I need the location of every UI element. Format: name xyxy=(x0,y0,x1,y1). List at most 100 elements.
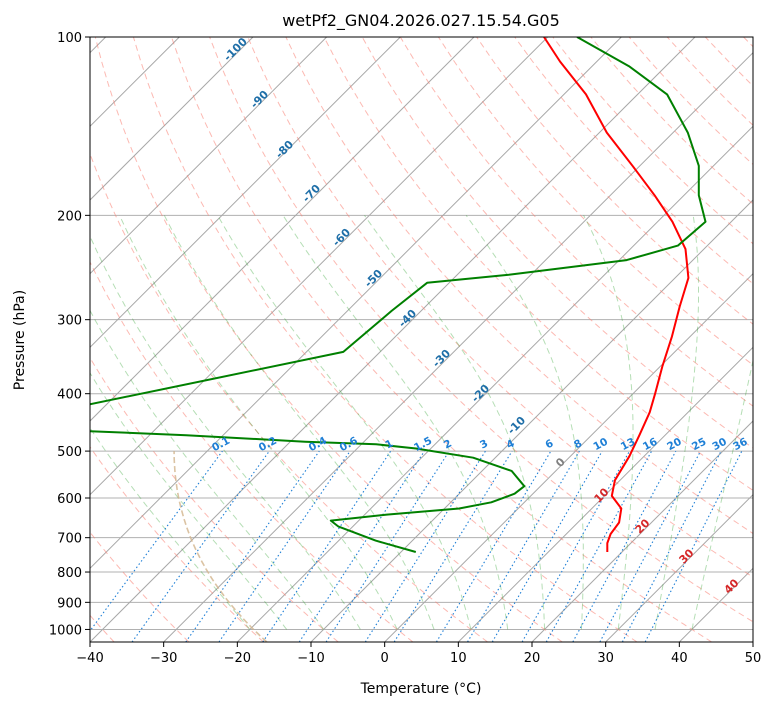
isotherm-label-warm: 0 xyxy=(553,455,568,470)
isotherm-label: -100 xyxy=(221,35,250,64)
dry-adiabat xyxy=(171,37,712,642)
isotherm-line xyxy=(90,37,328,275)
mixing-ratio-line xyxy=(435,450,552,642)
wet-bulb-zero-line xyxy=(173,451,268,642)
isotherm-label: -10 xyxy=(505,414,528,437)
isotherm-label: -50 xyxy=(362,267,385,290)
dry-adiabat xyxy=(704,37,753,87)
mixing-ratio-label: 36 xyxy=(731,436,750,453)
mixing-ratio-line xyxy=(218,450,351,642)
dry-adiabat xyxy=(285,37,753,535)
dry-adiabat xyxy=(90,260,414,642)
dry-adiabat xyxy=(247,37,753,578)
isotherm-label: -60 xyxy=(330,226,353,249)
moist-adiabat xyxy=(163,215,435,630)
moist-adiabat xyxy=(654,215,699,630)
y-tick-label: 700 xyxy=(57,532,82,547)
inline-labels: 0.1 0.2 0.4 0.6 1 1.5 2 3 4 6 8 10 13 16 20 25 30 36-100-… xyxy=(210,35,750,597)
isotherm-line xyxy=(384,272,753,642)
mixing-ratio-line xyxy=(262,450,392,642)
y-axis-label: Pressure (hPa) xyxy=(12,290,28,390)
dry-adiabat xyxy=(90,152,488,642)
x-tick-label: 40 xyxy=(671,651,688,666)
dewpoint-line xyxy=(90,37,707,553)
isotherm-line xyxy=(531,420,753,642)
isotherm-line xyxy=(163,51,753,642)
isotherm-line xyxy=(678,567,753,642)
isotherm-line xyxy=(90,37,622,570)
dry-adiabat xyxy=(552,37,753,245)
mixing-ratio-label: 6 xyxy=(543,437,555,451)
mixing-ratio-line xyxy=(644,450,743,642)
dry-adiabat xyxy=(94,37,563,642)
plot-frame xyxy=(89,36,754,643)
x-tick-label: −10 xyxy=(297,651,324,666)
mixing-ratio-label: 16 xyxy=(641,436,660,453)
moist-adiabat xyxy=(691,358,753,630)
dry-adiabat xyxy=(90,531,190,642)
isotherm-line xyxy=(457,346,753,642)
dry-adiabat xyxy=(90,356,339,642)
moist-adiabat xyxy=(282,215,509,630)
mixing-ratio-line xyxy=(364,450,486,642)
mixing-ratio-line xyxy=(185,450,320,642)
dry-adiabat xyxy=(209,37,753,623)
y-tick-label: 900 xyxy=(57,596,82,611)
y-tick-label: 800 xyxy=(57,566,82,581)
chart-title: wetPf2_GN04.2026.027.15.54.G05 xyxy=(282,11,560,31)
x-tick-label: −30 xyxy=(150,651,177,666)
y-axis: 100 200 300 400 500 600 700 800 900 1000 xyxy=(49,31,90,638)
isotherm-label-warm: 30 xyxy=(677,546,697,566)
isotherm-label: -20 xyxy=(469,382,492,405)
profile-lines xyxy=(90,37,707,553)
x-tick-label: 10 xyxy=(450,651,467,666)
mixing-ratio-line xyxy=(393,450,513,642)
mixing-ratio-label: 10 xyxy=(591,436,610,453)
moist-adiabat xyxy=(90,427,251,630)
isotherm-label: -90 xyxy=(248,88,271,111)
mixing-ratio-label: 25 xyxy=(690,436,709,453)
y-tick-label: 600 xyxy=(57,492,82,507)
temperature-line xyxy=(543,37,690,552)
x-axis: −40 −30 −20 −10 0 10 20 30 40 50 xyxy=(76,642,761,666)
y-tick-label: 100 xyxy=(57,31,82,46)
mixing-ratio-label: 13 xyxy=(619,436,638,453)
y-tick-label: 200 xyxy=(57,209,82,224)
moist-adiabat xyxy=(465,215,584,630)
moist-adiabat xyxy=(90,235,361,630)
mixing-ratio-label: 3 xyxy=(478,437,490,451)
isotherm-line xyxy=(605,493,753,642)
isotherm-label: -30 xyxy=(430,347,453,370)
dry-adiabat xyxy=(476,37,753,325)
mixing-ratio-label: 2 xyxy=(442,437,454,451)
isotherm-line xyxy=(752,641,753,642)
mixing-ratio-line xyxy=(90,450,223,632)
moist-adiabat xyxy=(90,309,324,630)
isotherm-line xyxy=(90,37,475,422)
moist-adiabat xyxy=(364,215,546,630)
x-tick-label: −20 xyxy=(224,651,251,666)
y-tick-label: 300 xyxy=(57,314,82,329)
moist-adiabat xyxy=(583,215,634,630)
dry-adiabat xyxy=(514,37,753,285)
mixing-ratio-label: 20 xyxy=(665,436,684,453)
isotherm-label: -40 xyxy=(396,307,419,330)
dry-adiabat xyxy=(743,37,753,48)
isotherm-line xyxy=(90,37,696,642)
moist-adiabat xyxy=(119,215,398,630)
mixing-ratio-line xyxy=(491,450,603,642)
mixing-ratio-line xyxy=(325,450,450,642)
mixing-ratio-line xyxy=(572,450,677,642)
x-axis-label: Temperature (°C) xyxy=(360,681,482,697)
dry-adiabat xyxy=(132,37,638,642)
x-tick-label: −40 xyxy=(76,651,103,666)
dry-adiabat xyxy=(323,37,753,491)
mixing-ratio-label: 4 xyxy=(505,437,517,451)
isotherm-label-warm: 40 xyxy=(722,576,742,596)
isotherm-label: -70 xyxy=(300,182,323,205)
moist-adiabat xyxy=(217,215,472,630)
x-tick-label: 0 xyxy=(381,651,389,666)
isotherm-line xyxy=(90,37,401,349)
isotherm-line xyxy=(90,37,254,201)
